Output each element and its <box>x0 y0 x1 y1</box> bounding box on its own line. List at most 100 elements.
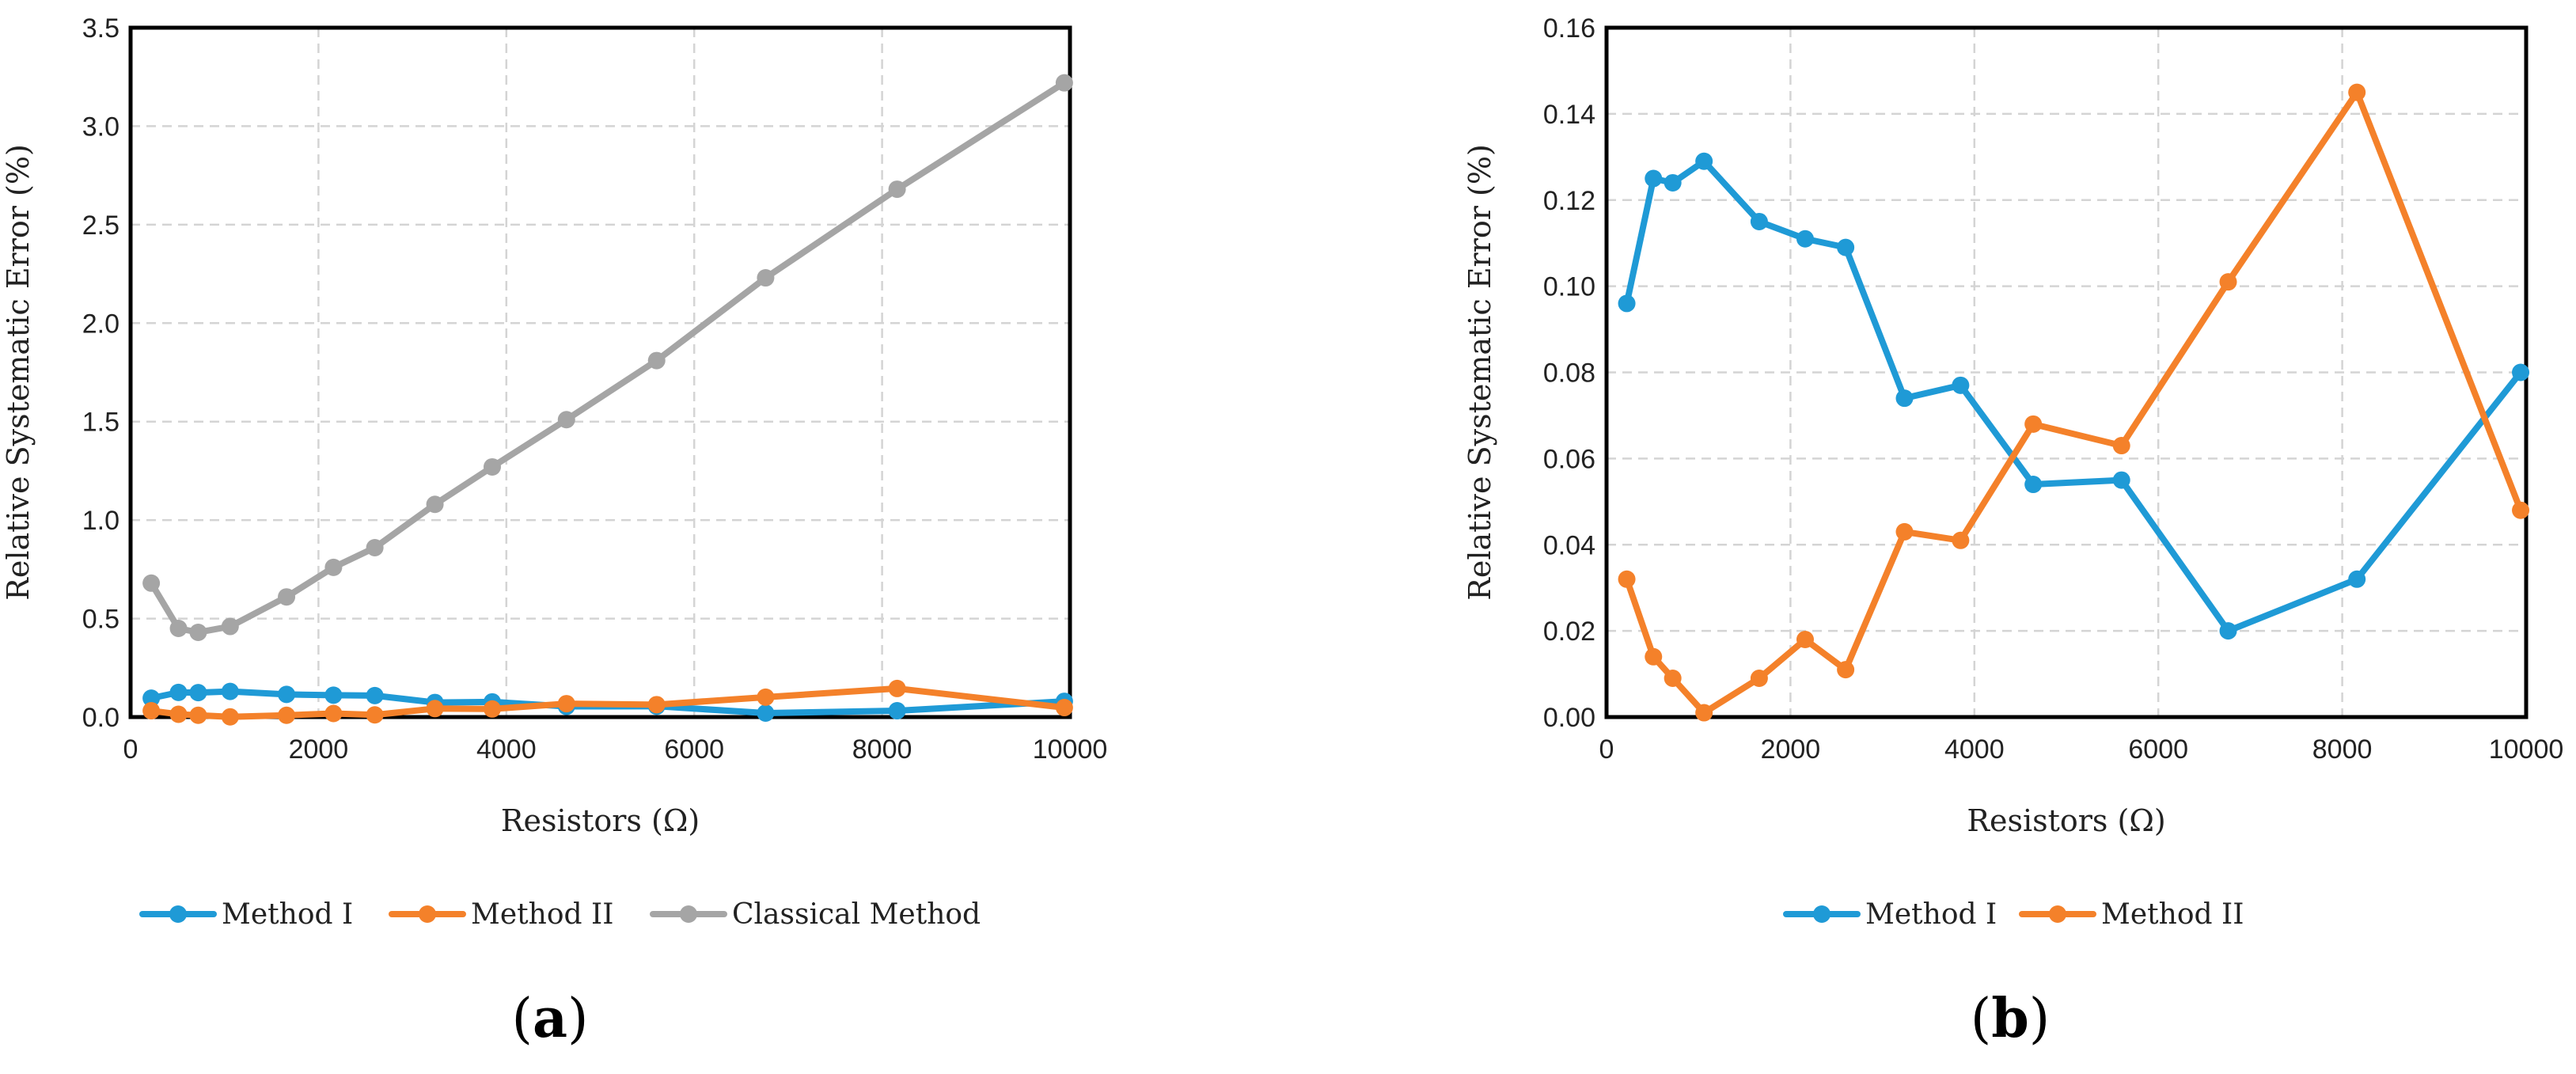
data-point <box>426 495 444 514</box>
series-line <box>148 79 1068 636</box>
data-point <box>1664 670 1682 688</box>
legend-swatch-marker <box>2049 905 2066 923</box>
y-tick-label: 0.00 <box>1543 703 1595 733</box>
data-point <box>189 684 207 702</box>
data-point <box>189 623 207 641</box>
chart-panel-b: 0 2000 4000 6000 8000 10000 0.00 0.02 0.04 0.06 0.… <box>1463 13 2563 1050</box>
data-point <box>1750 670 1768 688</box>
data-point <box>189 706 207 724</box>
y-tick-label: 0.14 <box>1543 100 1595 130</box>
data-point <box>647 351 666 370</box>
y-tick-label: 1.5 <box>82 408 120 438</box>
data-point <box>1664 173 1682 192</box>
data-point <box>169 620 188 638</box>
y-tick-label: 2.0 <box>82 309 120 339</box>
y-tick-label: 0.16 <box>1543 13 1595 44</box>
x-tick-label: 6000 <box>2128 734 2188 765</box>
y-tick-label: 0.08 <box>1543 359 1595 389</box>
data-point <box>221 617 239 636</box>
data-point <box>1055 699 1073 717</box>
data-point <box>278 706 296 724</box>
y-tick-label: 0.04 <box>1543 530 1595 560</box>
data-point <box>366 538 384 556</box>
legend-item: Method I <box>139 898 353 931</box>
legend-label: Method II <box>2101 898 2244 931</box>
legend: Method I Method II Classical Method <box>139 898 981 931</box>
data-point <box>366 686 384 704</box>
x-tick-label: 0 <box>1599 734 1614 765</box>
data-point <box>1645 647 1663 666</box>
series-line <box>1623 89 2525 716</box>
data-point <box>1055 74 1073 92</box>
data-point <box>142 689 161 708</box>
data-point <box>324 704 343 723</box>
legend-swatch-marker <box>1813 905 1831 923</box>
x-axis-title: Resistors (Ω) <box>501 803 700 838</box>
y-tick-label: 2.5 <box>82 211 120 241</box>
data-point <box>757 688 775 706</box>
data-point <box>2348 570 2366 588</box>
data-point <box>2024 476 2043 494</box>
data-point <box>1837 661 1855 679</box>
data-point <box>1895 389 1914 408</box>
legend-item: Method II <box>2019 898 2244 931</box>
data-point <box>1952 531 1970 549</box>
data-point <box>1952 376 1970 394</box>
chart-panel-a: 0 2000 4000 6000 8000 10000 0.0 0.5 1.0 1.5 2.0 2.5… <box>1 13 1107 1050</box>
y-tick-label: 0.12 <box>1543 186 1595 216</box>
x-tick-label: 4000 <box>476 734 537 765</box>
y-tick-label: 1.0 <box>82 506 120 536</box>
data-point <box>888 679 906 697</box>
y-tick-label: 3.0 <box>82 112 120 142</box>
legend-item: Classical Method <box>650 898 981 931</box>
data-point <box>2512 363 2530 381</box>
panel-label: (b) <box>1971 987 2051 1050</box>
data-point <box>169 683 188 701</box>
data-point <box>2219 273 2237 291</box>
y-tick-label: 0.5 <box>82 605 120 635</box>
x-tick-label: 4000 <box>1944 734 2005 765</box>
series-method-i <box>1618 152 2530 640</box>
y-tick-label: 0.10 <box>1543 272 1595 302</box>
legend-item: Method II <box>389 898 613 931</box>
data-point <box>2219 622 2237 640</box>
data-point <box>1796 631 1814 649</box>
series-classical-method <box>142 74 1073 641</box>
data-point <box>169 705 188 723</box>
x-tick-label: 0 <box>123 734 138 765</box>
legend-swatch-marker <box>419 905 436 923</box>
legend-label: Method II <box>471 898 613 931</box>
data-point <box>1895 522 1914 541</box>
data-point <box>888 702 906 720</box>
data-point <box>557 695 575 713</box>
data-point <box>2348 83 2366 101</box>
legend-swatch-marker <box>169 905 187 923</box>
data-point <box>1750 212 1768 230</box>
data-point <box>426 700 444 718</box>
legend: Method I Method II <box>1783 898 2244 931</box>
legend-label: Method I <box>222 898 353 931</box>
legend-label: Classical Method <box>732 898 981 931</box>
series-line <box>1623 157 2525 635</box>
x-tick-label: 6000 <box>664 734 724 765</box>
x-tick-label: 10000 <box>1033 734 1108 765</box>
series-method-ii <box>142 679 1073 726</box>
data-point <box>483 700 501 718</box>
legend-label: Method I <box>1865 898 1997 931</box>
y-axis-title: Relative Systematic Error (%) <box>1463 144 1497 601</box>
data-point <box>324 686 343 704</box>
data-point <box>142 702 161 720</box>
y-tick-label: 0.02 <box>1543 617 1595 647</box>
data-point <box>142 574 161 592</box>
data-point <box>1695 152 1713 170</box>
legend-swatch-marker <box>680 905 697 923</box>
y-tick-label: 0.0 <box>82 703 120 733</box>
data-point <box>2024 415 2043 433</box>
x-tick-label: 2000 <box>289 734 349 765</box>
data-point <box>647 696 666 714</box>
data-point <box>757 269 775 287</box>
series-method-ii <box>1618 83 2530 722</box>
data-point <box>557 411 575 429</box>
data-point <box>221 708 239 726</box>
